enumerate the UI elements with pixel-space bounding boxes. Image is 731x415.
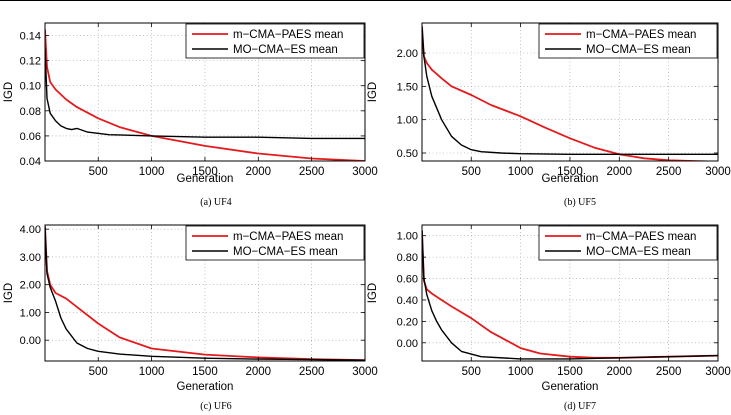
legend-box bbox=[185, 23, 365, 59]
y-tick-label: 2.00 bbox=[20, 280, 41, 292]
x-tick-label: 3000 bbox=[352, 366, 378, 378]
series-line-mo-cma-es bbox=[45, 226, 365, 361]
y-tick-label: 3.00 bbox=[20, 252, 41, 264]
legend-label-m-cma-paes: m−CMA−PAES mean bbox=[586, 29, 696, 41]
x-tick-label: 500 bbox=[89, 366, 108, 378]
x-tick-label: 500 bbox=[89, 166, 108, 178]
x-axis-label: Generation bbox=[177, 173, 234, 185]
legend-label-mo-cma-es: MO−CMA−ES mean bbox=[233, 246, 338, 258]
panel-uf5: 500 1000 1500 2000 2500 3000 0.50 1.00 1.50 2.00 G… bbox=[364, 0, 731, 215]
series-line-mo-cma-es bbox=[45, 48, 365, 140]
x-axis-label: Generation bbox=[542, 173, 599, 185]
x-tick-label: 3000 bbox=[705, 166, 731, 178]
y-tick-label: 0.10 bbox=[20, 81, 41, 93]
y-tick-label: 1.00 bbox=[397, 231, 418, 243]
y-tick-label: 1.00 bbox=[397, 115, 418, 127]
y-tick-label: 1.50 bbox=[397, 81, 418, 93]
caption-uf5: (b) UF5 bbox=[564, 197, 596, 208]
x-tick-label: 500 bbox=[462, 166, 481, 178]
legend-label-mo-cma-es: MO−CMA−ES mean bbox=[586, 44, 691, 56]
chart-uf6: 500 1000 1500 2000 2500 3000 0.00 1.00 2.00 3.00 4… bbox=[3, 224, 378, 393]
y-tick-label: 4.00 bbox=[20, 224, 41, 236]
caption-uf4: (a) UF4 bbox=[200, 197, 232, 208]
y-axis-label: IGD bbox=[367, 82, 379, 102]
series-line-mo-cma-es bbox=[422, 26, 718, 156]
x-tick-label: 3000 bbox=[705, 366, 731, 378]
legend: m−CMA−PAES mean MO−CMA−ES mean bbox=[185, 23, 365, 59]
chart-uf4: 500 1000 1500 2000 2500 3000 0.04 0.06 0.08 0.10 0… bbox=[3, 22, 378, 185]
y-tick-label: 0.00 bbox=[20, 335, 41, 347]
x-tick-label: 1000 bbox=[139, 166, 165, 178]
legend-box bbox=[185, 225, 365, 261]
x-tick-label: 1500 bbox=[557, 166, 583, 178]
legend-box bbox=[538, 23, 718, 59]
y-axis-label: IGD bbox=[3, 283, 15, 303]
y-tick-label: 2.00 bbox=[397, 48, 418, 60]
caption-uf7: (d) UF7 bbox=[564, 401, 596, 412]
series-line-m-cma-paes bbox=[45, 29, 365, 161]
legend: m−CMA−PAES mean MO−CMA−ES mean bbox=[538, 225, 718, 261]
x-tick-label: 2500 bbox=[656, 366, 682, 378]
legend-label-m-cma-paes: m−CMA−PAES mean bbox=[233, 29, 343, 41]
y-tick-label: 0.80 bbox=[397, 252, 418, 264]
caption-uf6: (c) UF6 bbox=[200, 401, 232, 412]
x-tick-label: 2500 bbox=[299, 366, 325, 378]
page-top-rule bbox=[0, 0, 731, 1]
x-tick-label: 3000 bbox=[352, 166, 378, 178]
panel-uf6: 500 1000 1500 2000 2500 3000 0.00 1.00 2.00 3.00 4… bbox=[0, 212, 378, 415]
legend-label-m-cma-paes: m−CMA−PAES mean bbox=[233, 231, 343, 243]
chart-uf7: 500 1000 1500 2000 2500 3000 0.00 0.20 0.40 0.60 0… bbox=[367, 224, 731, 393]
y-axis-label: IGD bbox=[3, 82, 15, 102]
legend-box bbox=[538, 225, 718, 261]
legend: m−CMA−PAES mean MO−CMA−ES mean bbox=[538, 23, 718, 59]
x-tick-label: 2500 bbox=[656, 166, 682, 178]
x-tick-label: 1500 bbox=[192, 366, 218, 378]
x-tick-label: 2000 bbox=[246, 166, 272, 178]
y-tick-label: 0.08 bbox=[20, 106, 41, 118]
legend-label-mo-cma-es: MO−CMA−ES mean bbox=[233, 44, 338, 56]
x-tick-label: 2000 bbox=[607, 166, 633, 178]
y-tick-label: 0.12 bbox=[20, 56, 41, 68]
y-tick-label: 0.50 bbox=[397, 148, 418, 160]
x-tick-label: 2000 bbox=[246, 366, 272, 378]
x-axis-label: Generation bbox=[177, 381, 234, 393]
chart-uf5: 500 1000 1500 2000 2500 3000 0.50 1.00 1.50 2.00 G… bbox=[367, 22, 731, 185]
x-tick-label: 2500 bbox=[299, 166, 325, 178]
legend: m−CMA−PAES mean MO−CMA−ES mean bbox=[185, 225, 365, 261]
y-tick-label: 0.20 bbox=[397, 316, 418, 328]
x-tick-label: 1000 bbox=[508, 366, 534, 378]
series-line-mo-cma-es bbox=[422, 230, 718, 360]
y-tick-label: 0.06 bbox=[20, 131, 41, 143]
panel-uf7: 500 1000 1500 2000 2500 3000 0.00 0.20 0.40 0.60 0… bbox=[364, 212, 731, 415]
y-tick-label: 0.60 bbox=[397, 274, 418, 286]
y-tick-label: 1.00 bbox=[20, 307, 41, 319]
x-tick-label: 1500 bbox=[192, 166, 218, 178]
x-tick-label: 1000 bbox=[508, 166, 534, 178]
x-tick-label: 1000 bbox=[139, 366, 165, 378]
y-tick-label: 0.04 bbox=[20, 156, 41, 168]
x-tick-label: 2000 bbox=[607, 366, 633, 378]
x-tick-label: 1500 bbox=[557, 366, 583, 378]
legend-label-m-cma-paes: m−CMA−PAES mean bbox=[586, 231, 696, 243]
x-tick-label: 500 bbox=[462, 366, 481, 378]
y-tick-label: 0.14 bbox=[20, 31, 41, 43]
y-tick-label: 0.00 bbox=[397, 338, 418, 350]
legend-label-mo-cma-es: MO−CMA−ES mean bbox=[586, 246, 691, 258]
y-tick-label: 0.40 bbox=[397, 295, 418, 307]
panel-uf4: 500 1000 1500 2000 2500 3000 0.04 0.06 0.08 0.10 0… bbox=[0, 0, 378, 215]
y-axis-label: IGD bbox=[367, 283, 379, 303]
series-line-m-cma-paes bbox=[422, 26, 718, 161]
x-axis-label: Generation bbox=[542, 381, 599, 393]
